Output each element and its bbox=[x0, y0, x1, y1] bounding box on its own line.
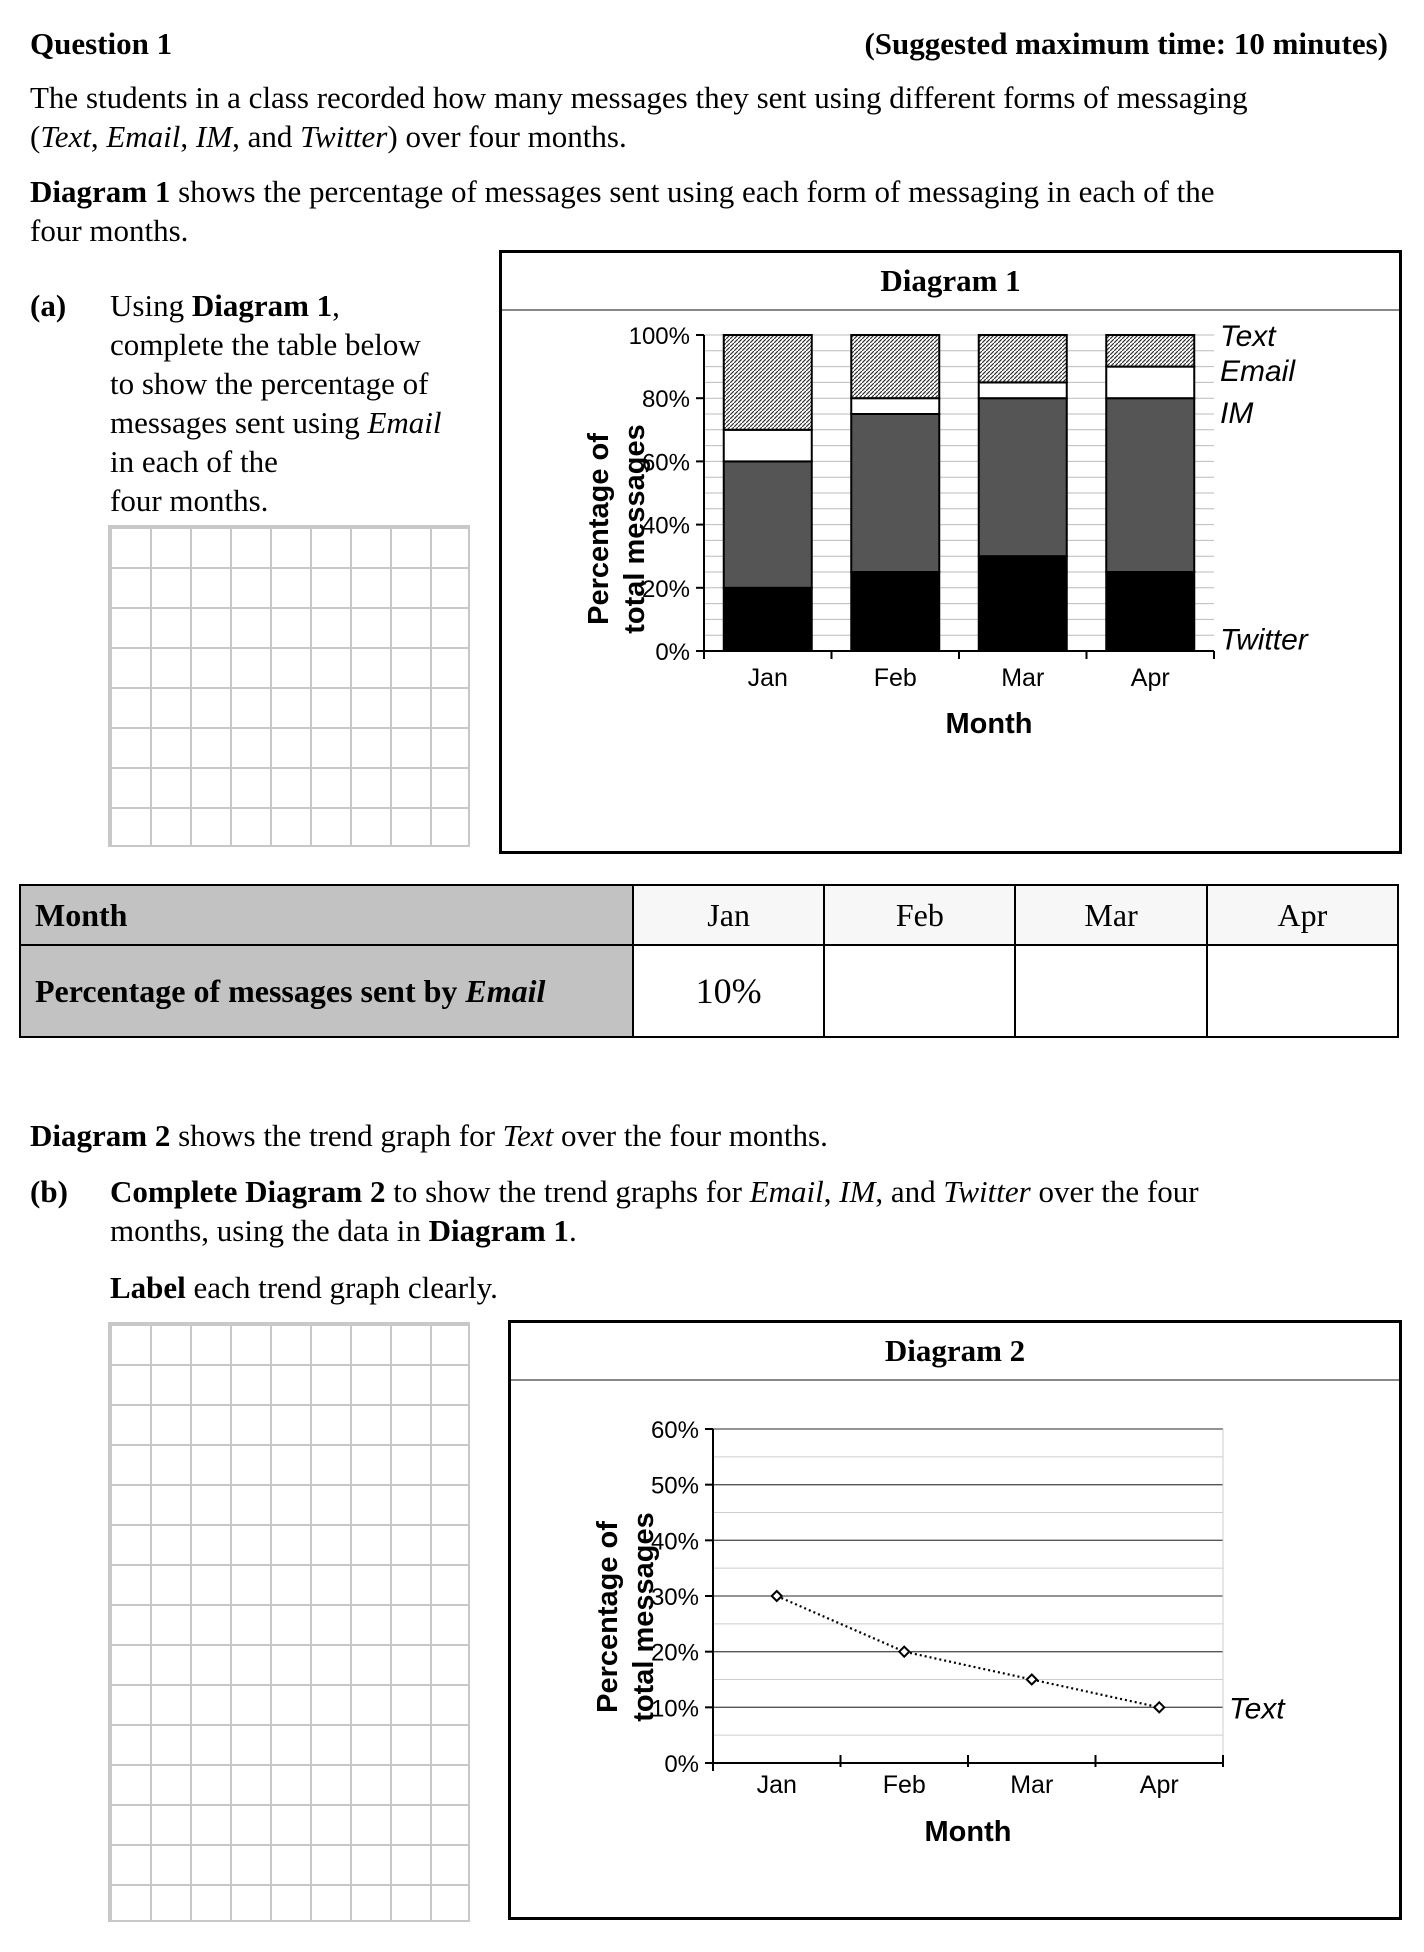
intro-line2: (Text, Email, IM, and Twitter) over four… bbox=[30, 119, 627, 154]
bar-email-apr bbox=[1105, 365, 1196, 400]
diagram2-description: Diagram 2 shows the trend graph for Text… bbox=[30, 1118, 828, 1153]
y-tick-label: 10% bbox=[651, 1695, 699, 1722]
part-b-label: (b) bbox=[30, 1174, 68, 1209]
bar-im-jan bbox=[722, 460, 813, 589]
table-value-mar[interactable] bbox=[1014, 944, 1208, 1038]
y-tick-label: 50% bbox=[651, 1473, 699, 1500]
diagram2-xlabel: Month bbox=[925, 1816, 1012, 1848]
intro-line1: The students in a class recorded how man… bbox=[30, 80, 1248, 115]
table-month-header: Month bbox=[19, 884, 634, 946]
diagram1-description: Diagram 1 shows the percentage of messag… bbox=[30, 174, 1215, 248]
diagram1-ylabel-line2: total messages bbox=[619, 424, 651, 634]
x-tick-label: Mar bbox=[1010, 1771, 1053, 1799]
table-value-jan: 10% bbox=[631, 944, 826, 1038]
table-month-mar: Mar bbox=[1014, 884, 1208, 946]
bar-text-apr bbox=[1105, 334, 1196, 368]
x-tick-label: Jan bbox=[757, 1771, 797, 1799]
bar-text-jan bbox=[722, 334, 813, 431]
y-tick-label: 20% bbox=[642, 576, 690, 603]
legend-twitter: Twitter bbox=[1220, 624, 1309, 657]
diagram2-title: Diagram 2 bbox=[511, 1323, 1399, 1381]
diagram2-ylabel-line2: total messages bbox=[628, 1512, 660, 1722]
x-tick-label: Feb bbox=[874, 664, 917, 692]
y-tick-label: 60% bbox=[651, 1417, 699, 1444]
point-text-jan bbox=[770, 1589, 784, 1603]
x-tick-label: Apr bbox=[1131, 664, 1170, 692]
part-a-label: (a) bbox=[30, 288, 67, 323]
point-text-mar bbox=[1025, 1673, 1039, 1686]
bar-twitter-mar bbox=[977, 555, 1068, 652]
x-tick-label: Mar bbox=[1001, 664, 1044, 692]
legend-text: Text bbox=[1220, 320, 1277, 353]
diagram1-box: Diagram 1 Percentage of total messages 0… bbox=[499, 250, 1402, 854]
diagram1-ylabel-line1: Percentage of bbox=[583, 433, 615, 625]
series-label-text: Text bbox=[1229, 1692, 1286, 1725]
diagram2-ylabel-line1: Percentage of bbox=[592, 1521, 624, 1713]
x-tick-label: Jan bbox=[748, 664, 788, 692]
working-grid-a[interactable] bbox=[108, 525, 470, 847]
bar-email-jan bbox=[722, 428, 813, 463]
table-email-header: Percentage of messages sent by Email bbox=[19, 944, 634, 1038]
bar-im-apr bbox=[1105, 397, 1196, 573]
legend-im: IM bbox=[1220, 397, 1253, 430]
table-value-apr[interactable] bbox=[1205, 944, 1400, 1038]
x-tick-label: Apr bbox=[1140, 1771, 1179, 1799]
bar-im-mar bbox=[977, 397, 1068, 558]
email-percentage-table: Month Jan Feb Mar Apr Percentage of mess… bbox=[19, 884, 1400, 1038]
y-tick-label: 100% bbox=[629, 323, 690, 350]
diagram1-xlabel: Month bbox=[946, 708, 1033, 740]
table-month-feb: Feb bbox=[823, 884, 1017, 946]
question-label: Question 1 bbox=[30, 26, 173, 61]
diagram1-chart: Percentage of total messages 0% 20% 40% 60%… bbox=[583, 320, 1309, 740]
time-note: (Suggested maximum time: 10 minutes) bbox=[864, 26, 1388, 61]
point-text-apr bbox=[1152, 1700, 1166, 1714]
bar-email-feb bbox=[850, 397, 941, 415]
bar-text-feb bbox=[850, 334, 941, 400]
part-b-instructions: Complete Diagram 2 to show the trend gra… bbox=[110, 1174, 1199, 1305]
y-tick-label: 20% bbox=[651, 1640, 699, 1667]
bar-twitter-apr bbox=[1105, 571, 1196, 652]
part-a-instructions: Using Diagram 1, complete the table belo… bbox=[110, 288, 442, 518]
bar-email-mar bbox=[977, 381, 1068, 400]
diagram1-title: Diagram 1 bbox=[502, 253, 1399, 311]
y-tick-label: 40% bbox=[651, 1528, 699, 1555]
y-tick-label: 0% bbox=[655, 639, 690, 666]
bar-text-mar bbox=[977, 334, 1068, 384]
table-month-jan: Jan bbox=[631, 884, 826, 946]
y-tick-label: 40% bbox=[642, 513, 690, 540]
intro-paragraph: The students in a class recorded how man… bbox=[30, 78, 1410, 156]
y-tick-label: 0% bbox=[664, 1751, 699, 1778]
bar-twitter-feb bbox=[850, 571, 941, 652]
legend-email: Email bbox=[1220, 355, 1296, 388]
x-tick-label: Feb bbox=[883, 1771, 926, 1799]
table-value-feb[interactable] bbox=[823, 944, 1017, 1038]
y-tick-label: 60% bbox=[642, 449, 690, 476]
y-tick-label: 80% bbox=[642, 386, 690, 413]
bar-twitter-jan bbox=[722, 586, 813, 652]
point-text-feb bbox=[897, 1645, 911, 1659]
y-tick-label: 30% bbox=[651, 1584, 699, 1611]
diagram2-box: Diagram 2 Percentage of total messages 0… bbox=[508, 1320, 1402, 1920]
diagram2-chart: Percentage of total messages 0% 10% 20% 30%… bbox=[592, 1417, 1286, 1848]
working-grid-b[interactable] bbox=[108, 1322, 470, 1922]
bar-im-feb bbox=[850, 413, 941, 573]
table-month-apr: Apr bbox=[1205, 884, 1400, 946]
